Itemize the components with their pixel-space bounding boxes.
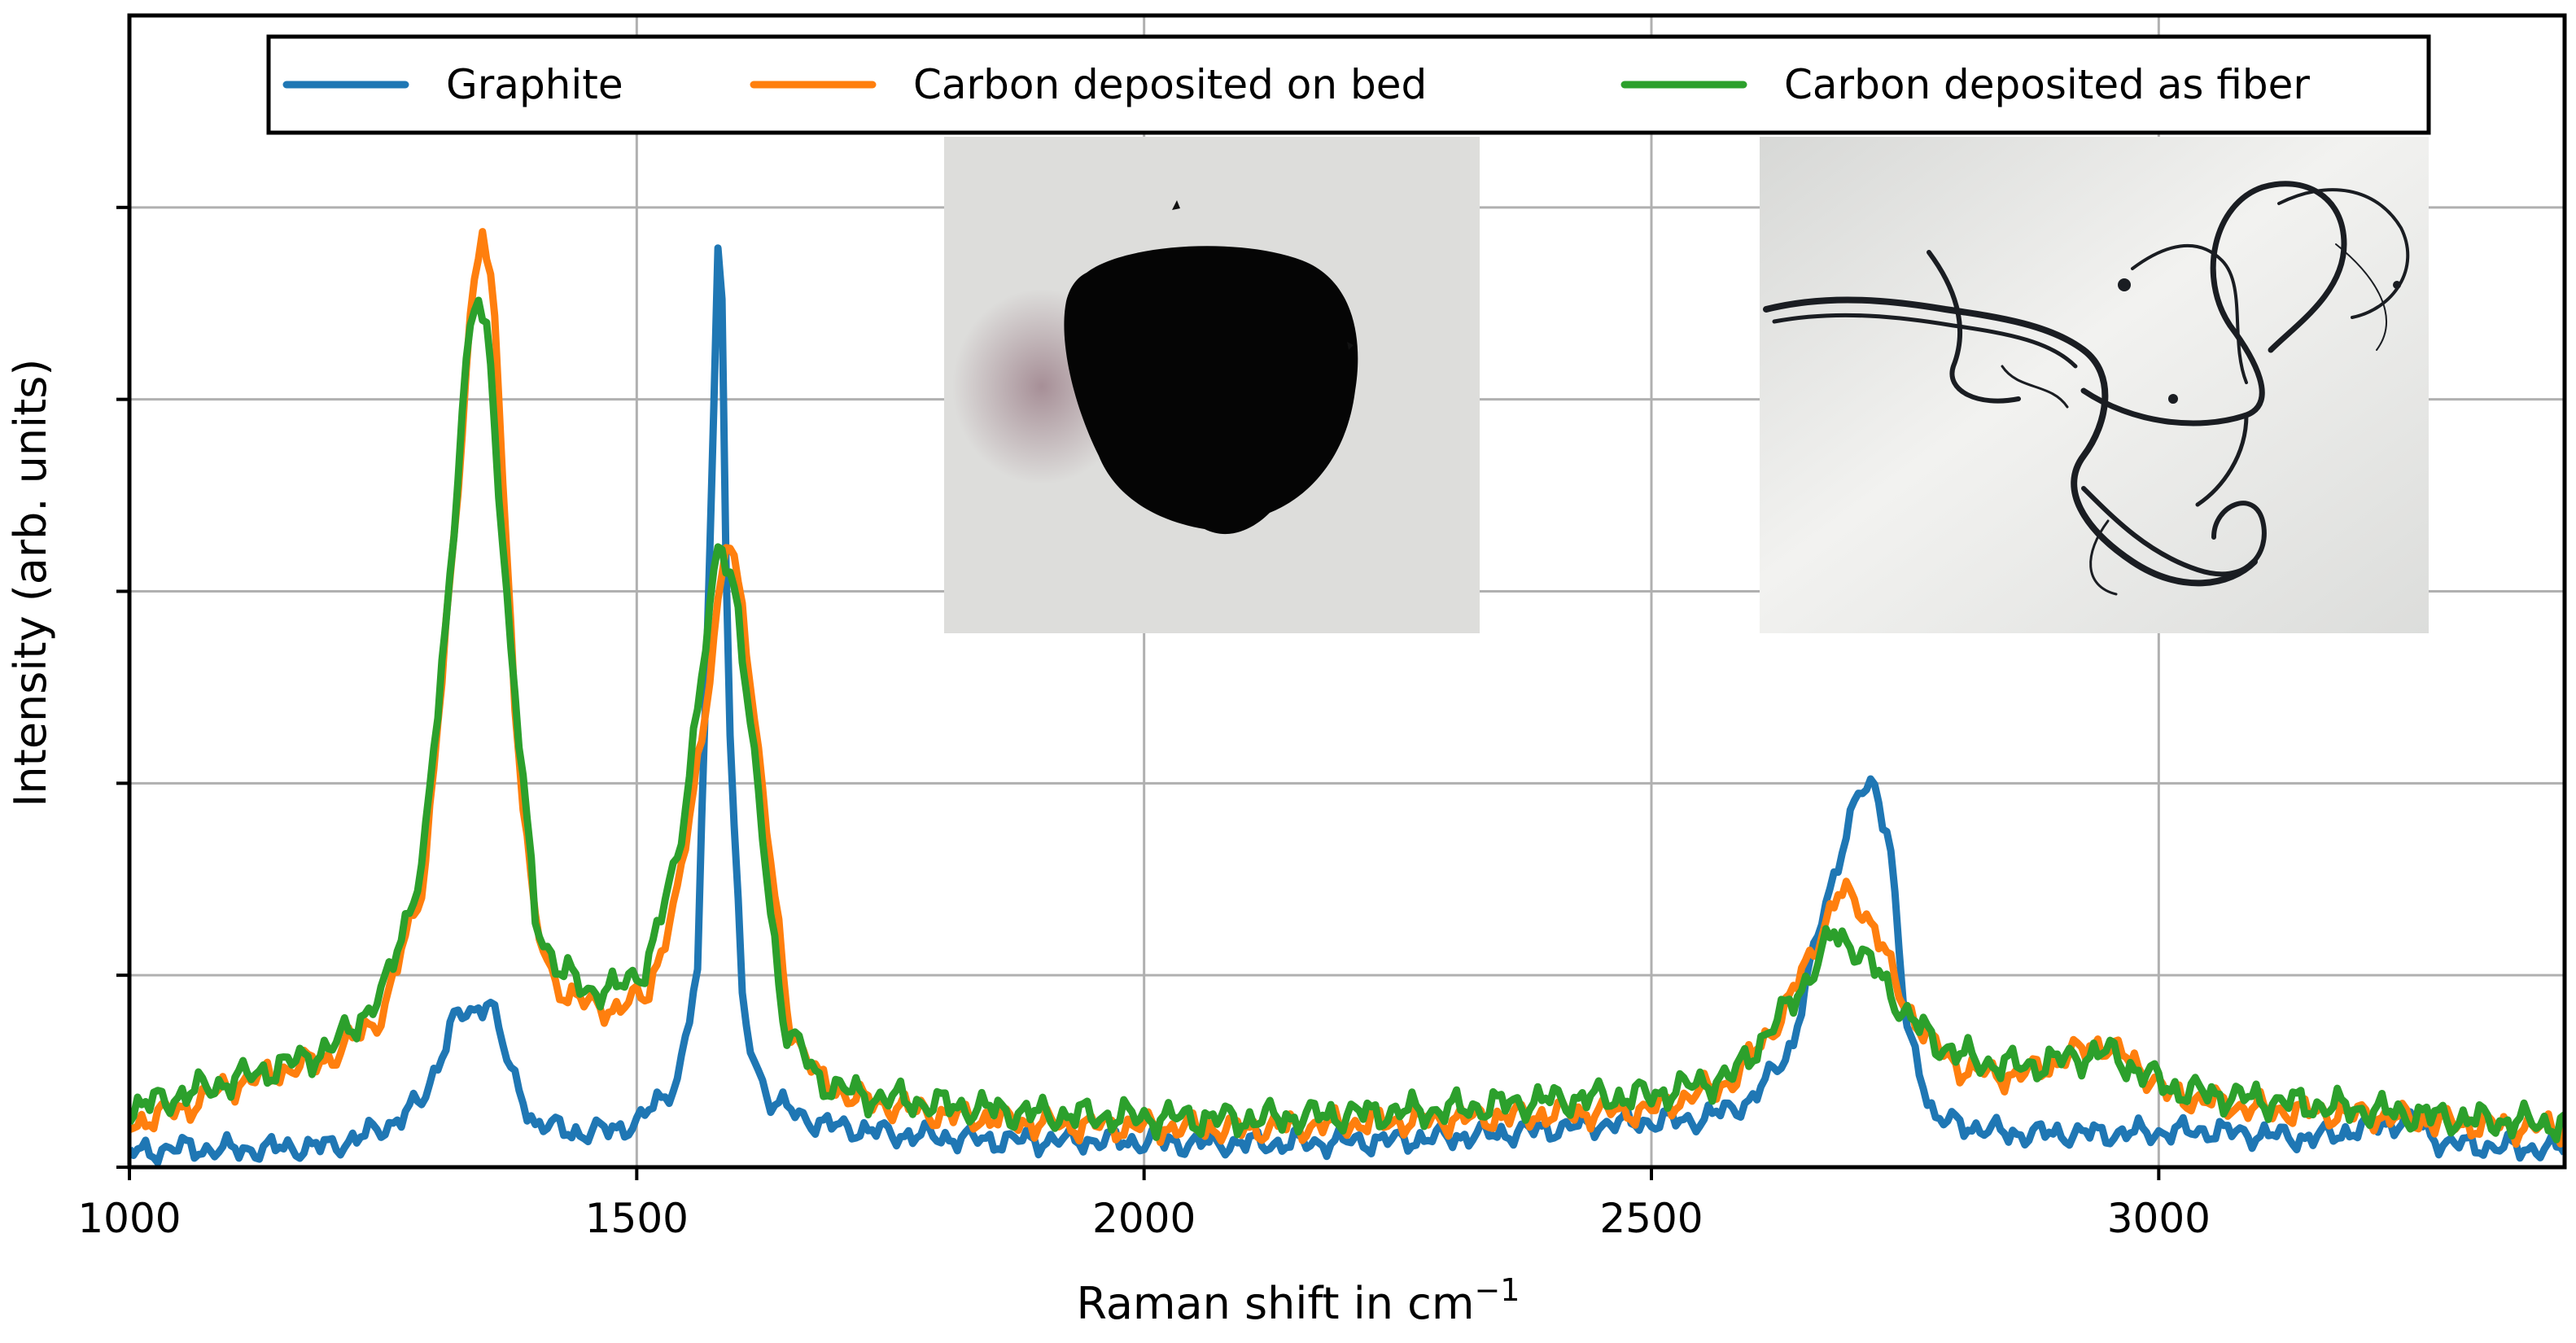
x-tick-label: 1500 — [585, 1195, 689, 1242]
y-axis-label: Intensity (arb. units) — [5, 359, 56, 807]
x-ticks: 1000 1500 2000 2500 3000 — [77, 205, 2211, 1242]
x-tick-label: 1000 — [77, 1195, 181, 1242]
legend-frame — [266, 34, 2431, 135]
legend-label-bed: Carbon deposited on bed — [913, 61, 1427, 108]
x-axis-label: Raman shift in cm−1 — [1077, 1272, 1520, 1329]
x-tick-label: 2000 — [1092, 1195, 1196, 1242]
legend: Graphite Carbon deposited on bed Carbon … — [266, 34, 2431, 135]
legend-label-graphite: Graphite — [446, 61, 623, 108]
x-tick-label: 2500 — [1599, 1195, 1703, 1242]
series-layer — [129, 228, 2565, 1166]
fiber-deposit-photo — [1760, 137, 2429, 633]
bed-deposit-photo — [944, 137, 1480, 633]
series-line-0 — [129, 244, 2565, 1166]
x-axis-label-superscript: −1 — [1474, 1272, 1520, 1308]
legend-label-fiber: Carbon deposited as fiber — [1784, 61, 2310, 108]
x-tick-label: 3000 — [2107, 1195, 2211, 1242]
series-line-2 — [129, 296, 2565, 1144]
